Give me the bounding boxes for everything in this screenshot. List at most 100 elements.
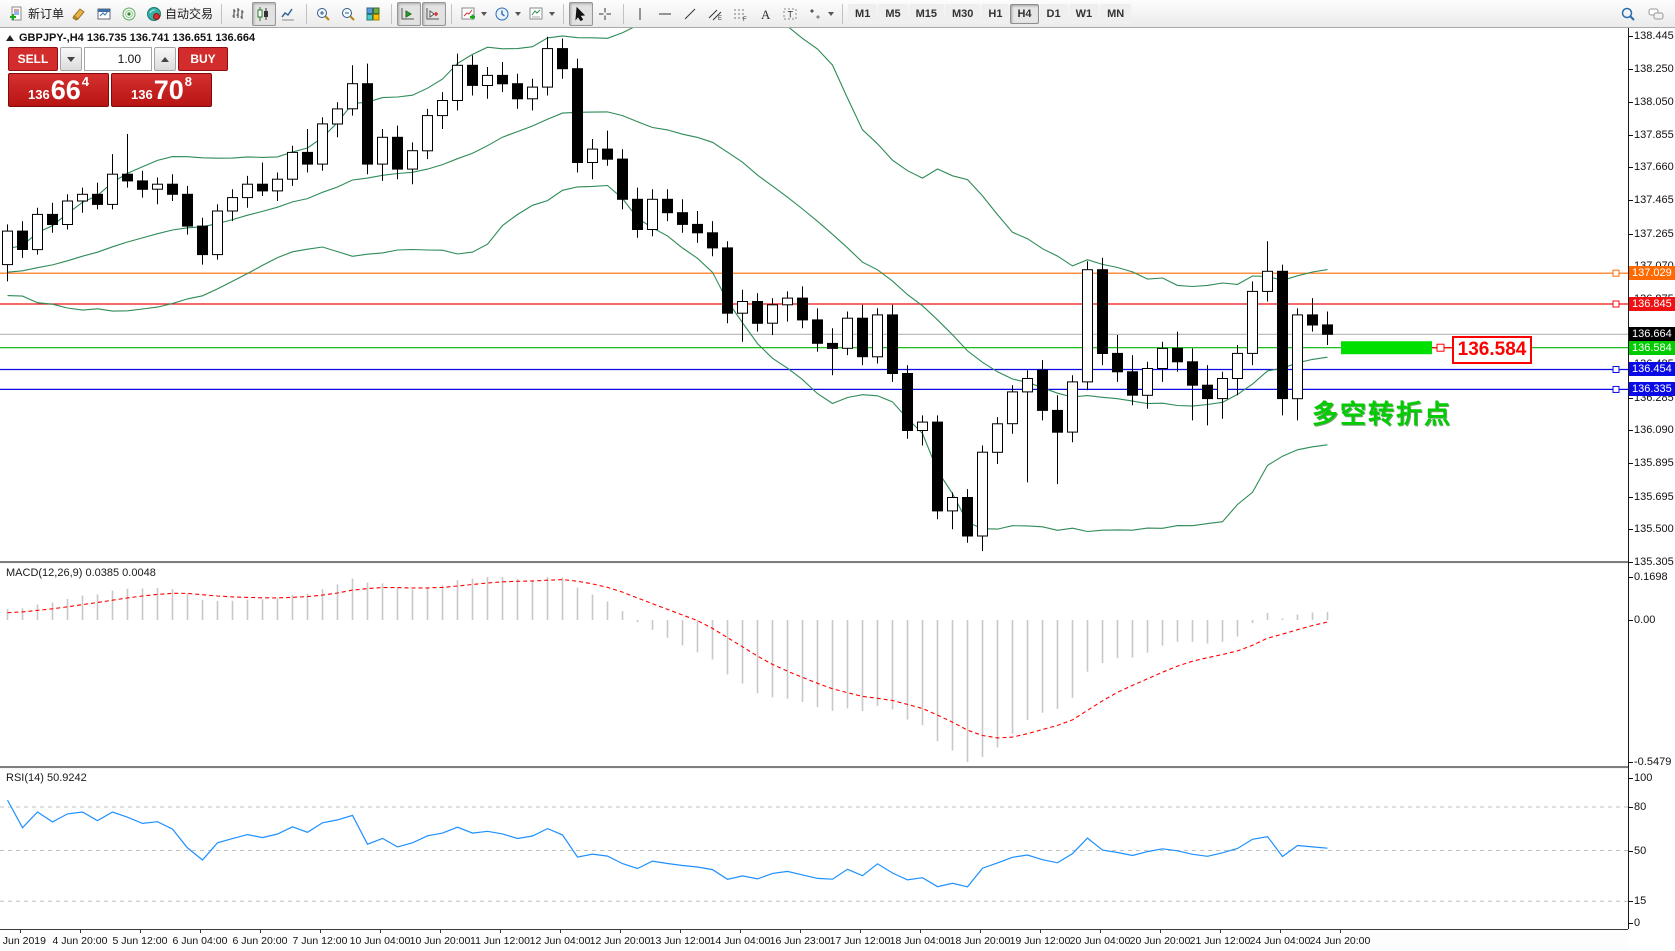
buy-button[interactable]: BUY [178, 47, 228, 71]
timeframe-button-D1[interactable]: D1 [1039, 3, 1068, 24]
buy-price-button[interactable]: 136 70 8 [111, 73, 212, 107]
arrows-icon [810, 8, 821, 19]
line-endpoint-marker[interactable] [1612, 300, 1620, 308]
timeframe-button-H4[interactable]: H4 [1010, 3, 1039, 24]
vertical-line-icon [639, 7, 641, 20]
axis-tick-mark [1628, 529, 1633, 531]
lot-size-input[interactable] [84, 47, 152, 71]
date-tick-mark [440, 930, 441, 933]
sell-button[interactable]: SELL [8, 47, 58, 71]
template-icon [529, 7, 543, 19]
rsi-pane-canvas[interactable] [0, 768, 1628, 929]
line-endpoint-marker[interactable] [1612, 269, 1620, 277]
macd-label: MACD(12,26,9) 0.0385 0.0048 [6, 567, 156, 579]
tag-anchor-marker[interactable] [1436, 343, 1445, 352]
cursor-icon [575, 6, 586, 21]
timeframe-button-M5[interactable]: M5 [878, 3, 908, 24]
text-button[interactable]: A [754, 2, 778, 26]
styler-button[interactable] [68, 2, 92, 26]
zoom-out-icon [342, 7, 355, 21]
lot-decrease-button[interactable] [60, 47, 82, 71]
toolbar-separator [623, 3, 625, 24]
date-tick-mark [920, 930, 921, 933]
bull-bear-turning-point-note[interactable]: 多空转折点 [1312, 399, 1453, 429]
sell-price-figure: 136 [28, 86, 50, 102]
axis-tick-mark [1628, 496, 1633, 498]
channel-button[interactable]: E [704, 2, 728, 26]
vertical-line-button[interactable] [629, 2, 653, 26]
candlestick-chart-icon [257, 6, 269, 21]
pane-divider[interactable] [0, 561, 1675, 564]
timeframe-button-M15[interactable]: M15 [908, 3, 944, 24]
trendline-button[interactable] [679, 2, 703, 26]
zoom-in-button[interactable] [312, 2, 336, 26]
cursor-button[interactable] [569, 1, 594, 26]
price-axis-tick: 135.305 [1634, 555, 1674, 568]
axis-tick-mark [1628, 463, 1633, 465]
sell-price-button[interactable]: 136 66 4 [8, 73, 109, 107]
date-axis[interactable]: 4 Jun 2019 4 Jun 20:00 5 Jun 12:00 6 Jun 04… [0, 929, 1628, 951]
price-level-label-136.335: 136.335 [1629, 382, 1675, 397]
bollinger-upper-band [7, 28, 1328, 288]
template-button[interactable] [525, 2, 558, 26]
timeframe-button-M30[interactable]: M30 [945, 3, 981, 24]
autotrade-button[interactable]: 自动交易 [143, 2, 216, 26]
bar-chart-button[interactable] [227, 2, 251, 26]
svg-text:F: F [743, 17, 747, 22]
crosshair-button[interactable] [594, 2, 618, 26]
signal-button[interactable] [118, 2, 142, 26]
fibonacci-button[interactable]: F [729, 2, 753, 26]
line-endpoint-marker[interactable] [1612, 385, 1620, 393]
date-axis-label: 18 Jun 20:00 [949, 935, 1011, 947]
date-tick-mark [1160, 930, 1161, 933]
arrows-button[interactable] [804, 2, 837, 26]
new-order-button[interactable]: 新订单 [6, 2, 67, 26]
rsi-axis-tick: 80 [1634, 801, 1647, 813]
line-chart-button[interactable] [277, 2, 301, 26]
label-icon: T [783, 8, 797, 19]
timeframe-button-H1[interactable]: H1 [981, 3, 1010, 24]
date-axis-label: 20 Jun 04:00 [1069, 935, 1131, 947]
toolbar-separator [306, 3, 308, 24]
candlestick-chart-button[interactable] [252, 1, 277, 26]
one-click-trading-panel: SELL BUY 136 66 4 136 70 8 [8, 47, 228, 107]
auto-scroll-button[interactable] [397, 1, 422, 26]
period-icon [495, 7, 509, 20]
date-axis-label: 21 Jun 12:00 [1189, 935, 1251, 947]
search-button[interactable] [1617, 2, 1641, 26]
price-axis[interactable]: 0.1698 0.00 -0.5479 100 80 50 15 0 138.445 138.25… [1628, 28, 1675, 929]
chat-button[interactable] [1645, 2, 1669, 26]
fibonacci-icon: F [734, 9, 747, 22]
zoom-out-button[interactable] [337, 2, 361, 26]
crosshair-icon [599, 7, 612, 20]
date-tick-mark [260, 930, 261, 933]
collapse-triangle-icon[interactable] [6, 35, 14, 41]
axis-tick-mark [1628, 200, 1633, 202]
timeframe-button-W1[interactable]: W1 [1068, 3, 1100, 24]
lot-increase-button[interactable] [154, 47, 176, 71]
main-chart-canvas[interactable] [0, 28, 1628, 561]
period-button[interactable] [491, 2, 524, 26]
toolbar-separator [451, 3, 453, 24]
tile-windows-button[interactable] [362, 2, 386, 26]
pane-divider[interactable] [0, 766, 1675, 769]
chart-shift-button[interactable] [422, 1, 447, 26]
label-button[interactable]: T [779, 2, 803, 26]
macd-axis-tick: 0.00 [1634, 614, 1656, 626]
price-level-label-136.454: 136.454 [1629, 362, 1675, 377]
sell-price-point: 4 [81, 74, 89, 89]
svg-text:E: E [718, 16, 722, 22]
macd-signal-line [7, 579, 1328, 739]
macd-pane-canvas[interactable] [0, 563, 1628, 766]
timeframe-button-MN[interactable]: MN [1100, 3, 1132, 24]
chevron-down-icon [549, 11, 556, 16]
line-endpoint-marker[interactable] [1612, 365, 1620, 373]
turning-point-highlight-bar[interactable] [1341, 341, 1432, 355]
market-watch-button[interactable] [93, 2, 117, 26]
add-indicator-button[interactable] [457, 2, 490, 26]
timeframe-button-M1[interactable]: M1 [848, 3, 878, 24]
date-tick-mark [80, 930, 81, 933]
price-tag-box[interactable]: 136.584 [1452, 336, 1532, 364]
axis-tick-mark [1628, 233, 1633, 235]
horizontal-line-button[interactable] [654, 2, 678, 26]
